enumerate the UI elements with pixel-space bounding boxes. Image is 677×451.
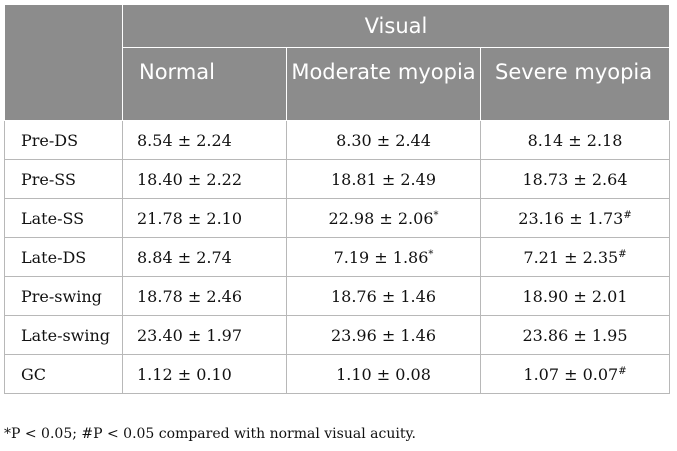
- table-row: Late-DS 8.84 ± 2.74 7.19 ± 1.86* 7.21 ± 2.3…: [4, 237, 670, 277]
- cell-moderate: 18.81 ± 2.49: [286, 159, 481, 199]
- header-group-visual: Visual: [122, 4, 670, 48]
- cell-moderate: 23.96 ± 1.46: [286, 315, 481, 355]
- data-table: Visual Normal Moderate myopia Severe myo…: [4, 4, 670, 394]
- corner-cell: [4, 4, 123, 121]
- significance-mark: *: [428, 248, 434, 260]
- cell-severe: 7.21 ± 2.35#: [480, 237, 670, 277]
- cell-normal: 18.40 ± 2.22: [122, 159, 287, 199]
- cell-normal: 18.78 ± 2.46: [122, 276, 287, 316]
- header-severe-myopia: Severe myopia: [480, 47, 670, 121]
- cell-normal: 21.78 ± 2.10: [122, 198, 287, 238]
- cell-severe: 1.07 ± 0.07#: [480, 354, 670, 394]
- table-row: Pre-SS 18.40 ± 2.22 18.81 ± 2.49 18.73 ± 2.…: [4, 159, 670, 199]
- table-row: Pre-swing 18.78 ± 2.46 18.76 ± 1.46 18.90 ±…: [4, 276, 670, 316]
- table-row: GC 1.12 ± 0.10 1.10 ± 0.08 1.07 ± 0.07#: [4, 354, 670, 394]
- table-row: Late-swing 23.40 ± 1.97 23.96 ± 1.46 23.86 …: [4, 315, 670, 355]
- row-label: Pre-swing: [4, 276, 123, 316]
- header-normal: Normal: [122, 47, 287, 121]
- row-label: Pre-SS: [4, 159, 123, 199]
- cell-moderate: 7.19 ± 1.86*: [286, 237, 481, 277]
- row-label: Late-SS: [4, 198, 123, 238]
- cell-moderate: 1.10 ± 0.08: [286, 354, 481, 394]
- row-label: Pre-DS: [4, 120, 123, 160]
- cell-severe: 18.90 ± 2.01: [480, 276, 670, 316]
- cell-moderate: 8.30 ± 2.44: [286, 120, 481, 160]
- cell-moderate: 22.98 ± 2.06*: [286, 198, 481, 238]
- table-row: Pre-DS 8.54 ± 2.24 8.30 ± 2.44 8.14 ± 2.18: [4, 120, 670, 160]
- cell-normal: 8.84 ± 2.74: [122, 237, 287, 277]
- row-label: Late-swing: [4, 315, 123, 355]
- significance-mark: #: [623, 209, 632, 221]
- table-row: Late-SS 21.78 ± 2.10 22.98 ± 2.06* 23.16 ± …: [4, 198, 670, 238]
- cell-normal: 1.12 ± 0.10: [122, 354, 287, 394]
- cell-severe: 8.14 ± 2.18: [480, 120, 670, 160]
- significance-mark: *: [433, 209, 439, 221]
- cell-normal: 8.54 ± 2.24: [122, 120, 287, 160]
- cell-moderate: 18.76 ± 1.46: [286, 276, 481, 316]
- footnote: *P < 0.05; #P < 0.05 compared with norma…: [4, 426, 416, 442]
- cell-severe: 23.86 ± 1.95: [480, 315, 670, 355]
- cell-severe: 18.73 ± 2.64: [480, 159, 670, 199]
- significance-mark: #: [618, 365, 627, 377]
- row-label: Late-DS: [4, 237, 123, 277]
- cell-severe: 23.16 ± 1.73#: [480, 198, 670, 238]
- table-body: Pre-DS 8.54 ± 2.24 8.30 ± 2.44 8.14 ± 2.18 P…: [4, 120, 670, 394]
- header-moderate-myopia: Moderate myopia: [286, 47, 481, 121]
- cell-normal: 23.40 ± 1.97: [122, 315, 287, 355]
- significance-mark: #: [618, 248, 627, 260]
- row-label: GC: [4, 354, 123, 394]
